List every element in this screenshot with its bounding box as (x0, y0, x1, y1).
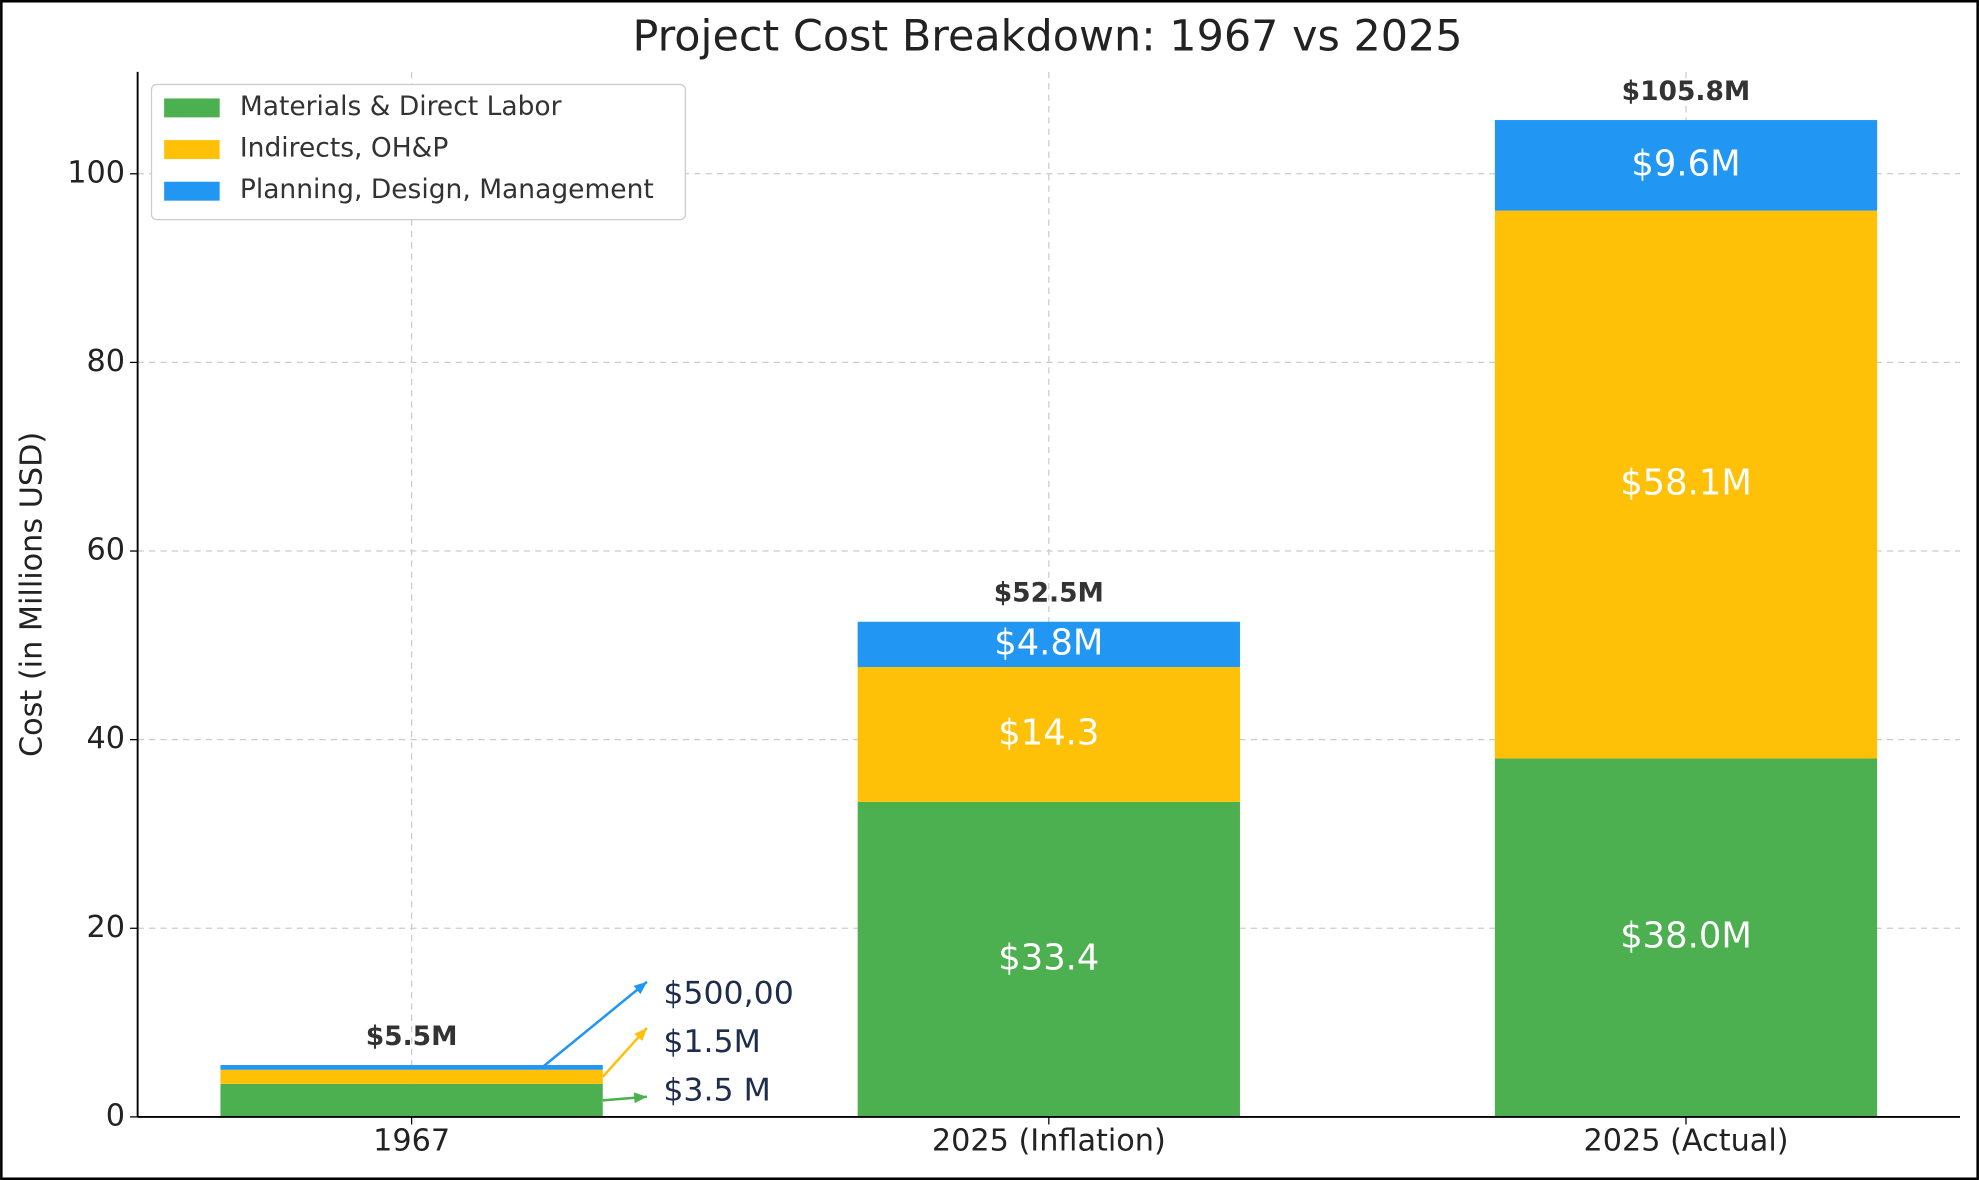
x-tick-label: 2025 (Inflation) (932, 1124, 1166, 1159)
bar-segment (857, 667, 1240, 802)
legend-swatch (164, 98, 220, 118)
value-label: $33.4 (998, 937, 1099, 978)
total-label: $52.5M (994, 578, 1104, 609)
callout-arrow (541, 980, 648, 1069)
callout-label: $500,00 (663, 975, 793, 1011)
y-tick-label: 40 (86, 721, 125, 756)
value-label: $9.6M (1631, 143, 1740, 184)
legend-box (150, 83, 686, 221)
callout-label: $1.5M (663, 1024, 760, 1060)
bar-segment (1494, 758, 1878, 1117)
bar-segment (1494, 120, 1878, 211)
bar-segment (220, 1065, 603, 1070)
legend-label: Planning, Design, Management (240, 174, 654, 205)
y-tick-label: 60 (86, 533, 125, 568)
arrow-head (633, 1092, 647, 1104)
bar-segment (857, 801, 1240, 1117)
legend-label: Materials & Direct Labor (240, 91, 562, 122)
x-tick-label: 2025 (Actual) (1583, 1124, 1788, 1159)
legend-swatch (164, 140, 220, 160)
x-tick-label: 1967 (373, 1124, 450, 1159)
y-axis-label: Cost (in Millions USD) (14, 432, 49, 757)
bar-segment (220, 1069, 603, 1084)
y-tick-label: 0 (106, 1098, 125, 1133)
total-label: $5.5M (366, 1021, 458, 1052)
callout-label: $3.5 M (663, 1073, 771, 1109)
legend-swatch (164, 181, 220, 201)
value-label: $4.8M (994, 622, 1103, 663)
legend-label: Indirects, OH&P (240, 132, 448, 163)
chart-title: Project Cost Breakdown: 1967 vs 2025 (632, 12, 1462, 62)
value-label: $14.3 (998, 712, 1099, 753)
y-tick-label: 100 (67, 155, 125, 190)
arrow-head (634, 1027, 647, 1042)
arrow-head (633, 981, 647, 995)
value-label: $58.1M (1620, 463, 1752, 504)
value-label: $38.0M (1620, 916, 1752, 957)
y-tick-label: 20 (86, 910, 125, 945)
bar-segment (857, 621, 1240, 668)
y-tick-label: 80 (86, 344, 125, 379)
total-label: $105.8M (1622, 76, 1751, 107)
bar-segment (220, 1083, 603, 1117)
bar-segment (1494, 210, 1878, 759)
